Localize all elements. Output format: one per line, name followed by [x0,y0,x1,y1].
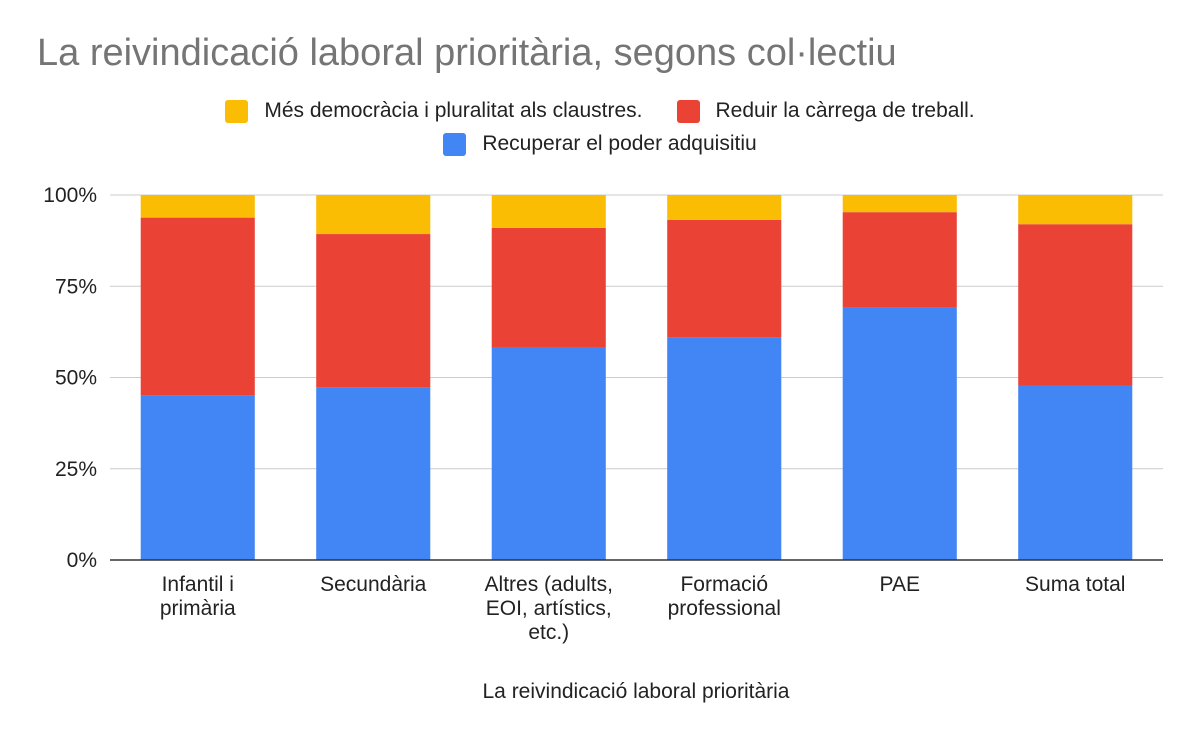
bar-segment[interactable] [842,307,957,560]
y-tick-label: 100% [43,184,97,207]
bar-segment[interactable] [842,195,957,213]
legend-label-carrega: Reduir la càrrega de treball. [715,99,975,122]
legend-swatch-democracia [225,99,249,123]
bar-segment[interactable] [140,195,255,218]
bar-segment[interactable] [140,217,255,396]
x-tick-label: Secundària [320,573,427,596]
bar-segment[interactable] [316,195,431,235]
bar-segment[interactable] [316,387,431,560]
bar-segment[interactable] [491,227,606,348]
bar-segment[interactable] [1018,224,1133,386]
bar-segment[interactable] [140,395,255,560]
bar-segment[interactable] [491,347,606,560]
x-tick-label: Suma total [1025,573,1125,596]
legend-item-democracia[interactable]: Més democràcia i pluralitat als claustre… [225,99,643,123]
y-tick-label: 25% [55,458,97,481]
legend-label-poder-adquisitiu: Recuperar el poder adquisitiu [482,132,757,155]
x-tick-label: Infantil i primària [160,573,236,620]
bar-segment[interactable] [491,195,606,228]
legend-label-democracia: Més democràcia i pluralitat als claustre… [264,99,643,122]
legend-swatch-carrega [676,99,700,123]
x-tick-label: Altres (adults, EOI, artístics, etc.) [485,573,613,644]
legend-swatch-poder-adquisitiu [443,132,467,156]
chart-title: La reivindicació laboral prioritària, se… [37,32,897,74]
x-tick-label: Formació professional [668,573,781,620]
bar-segment[interactable] [667,195,782,220]
bar-segment[interactable] [842,212,957,308]
y-tick-label: 50% [55,367,97,390]
bar-segment[interactable] [1018,195,1133,225]
y-tick-label: 75% [55,275,97,298]
legend-row-1: Més democràcia i pluralitat als claustre… [0,99,1200,123]
bar-segment[interactable] [316,234,431,388]
legend-item-poder-adquisitiu[interactable]: Recuperar el poder adquisitiu [443,132,757,156]
bar-segment[interactable] [1018,385,1133,560]
legend-row-2: Recuperar el poder adquisitiu [0,132,1200,156]
x-axis-title: La reivindicació laboral prioritària [483,680,790,703]
bar-segment[interactable] [667,337,782,560]
y-tick-label: 0% [67,549,97,572]
x-tick-label: PAE [880,573,920,596]
legend-item-carrega[interactable]: Reduir la càrrega de treball. [676,99,975,123]
bar-segment[interactable] [667,219,782,338]
